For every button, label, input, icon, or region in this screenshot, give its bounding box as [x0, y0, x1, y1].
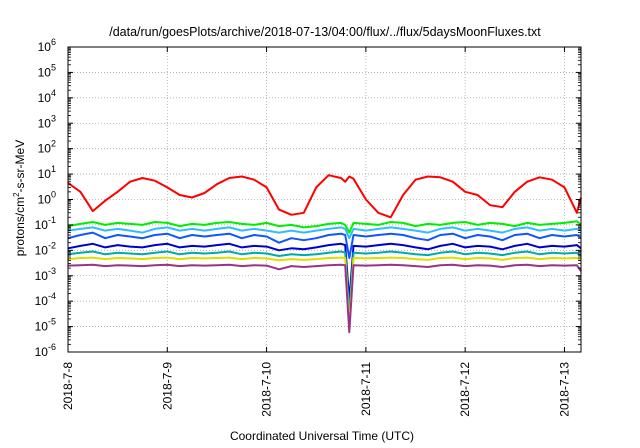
chart-title: /data/run/goesPlots/archive/2018-07-13/0… — [109, 25, 541, 39]
y-tick-label: 10-5 — [35, 317, 56, 334]
x-axis-ticks: 2018-7-8 2018-7-9 2018-7-10 2018-7-11 2018-7… — [61, 47, 571, 417]
series-line-6 — [67, 250, 582, 316]
x-tick-label: 2018-7-8 — [61, 362, 75, 410]
y-tick-exponent: -6 — [48, 342, 56, 352]
x-axis-label: Coordinated Universal Time (UTC) — [230, 429, 414, 443]
y-tick-base: 10 — [35, 345, 49, 359]
y-tick-exponent: -3 — [48, 266, 56, 276]
series-line-5 — [67, 242, 582, 303]
y-tick-base: 10 — [38, 40, 52, 54]
y-tick-exponent: -2 — [48, 240, 56, 250]
series-line-8 — [67, 263, 582, 334]
y-tick-exponent: -4 — [48, 291, 56, 301]
y-tick-exponent: 5 — [51, 62, 56, 72]
y-tick-label: 104 — [38, 88, 56, 105]
y-axis-label-rest: -s-sr-MeV — [13, 140, 27, 193]
y-tick-label: 10-2 — [35, 240, 56, 257]
y-axis-label-superscript: 2 — [12, 192, 21, 197]
y-tick-label: 10-3 — [35, 266, 56, 283]
y-tick-exponent: -1 — [48, 215, 56, 225]
y-tick-exponent: 3 — [51, 113, 56, 123]
series-line-2 — [67, 220, 582, 234]
y-tick-exponent: 0 — [51, 190, 56, 200]
y-tick-label: 102 — [38, 139, 56, 156]
y-tick-label: 105 — [38, 62, 56, 79]
x-tick-label: 2018-7-12 — [458, 362, 472, 417]
y-tick-base: 10 — [35, 320, 49, 334]
y-axis-label: protons/cm2-s-sr-MeV — [12, 140, 27, 256]
y-tick-base: 10 — [38, 167, 52, 181]
y-tick-exponent: 2 — [51, 139, 56, 149]
plot-frame — [67, 46, 582, 353]
series-line-7 — [67, 256, 582, 328]
series-line-4 — [67, 231, 582, 259]
y-tick-base: 10 — [35, 294, 49, 308]
series-line-3 — [67, 226, 582, 240]
x-tick-label: 2018-7-11 — [359, 362, 373, 416]
y-tick-exponent: 4 — [51, 88, 56, 98]
series-line-1 — [67, 174, 582, 219]
y-tick-base: 10 — [38, 116, 52, 130]
y-tick-base: 10 — [35, 218, 49, 232]
y-tick-label: 10-1 — [35, 215, 56, 232]
y-tick-label: 106 — [38, 37, 56, 54]
y-tick-label: 101 — [38, 164, 56, 181]
y-tick-exponent: -5 — [48, 317, 56, 327]
y-axis-ticks: 10-610-510-410-310-210-11001011021031041… — [35, 37, 581, 359]
y-axis-label-main: protons/cm — [13, 197, 27, 256]
y-tick-base: 10 — [38, 91, 52, 105]
y-tick-base: 10 — [38, 193, 52, 207]
y-tick-base: 10 — [38, 142, 52, 156]
y-tick-base: 10 — [35, 269, 49, 283]
x-tick-label: 2018-7-13 — [557, 362, 571, 417]
y-tick-exponent: 6 — [51, 37, 56, 47]
series-group — [67, 174, 582, 334]
y-tick-label: 10-4 — [35, 291, 56, 308]
y-tick-base: 10 — [35, 243, 49, 257]
y-tick-exponent: 1 — [51, 164, 56, 174]
x-tick-label: 2018-7-10 — [260, 362, 274, 417]
grid — [67, 47, 581, 352]
y-tick-base: 10 — [38, 65, 52, 79]
y-tick-label: 10-6 — [35, 342, 56, 359]
y-tick-label: 100 — [38, 190, 56, 207]
y-tick-label: 103 — [38, 113, 56, 130]
x-tick-label: 2018-7-9 — [160, 362, 174, 410]
